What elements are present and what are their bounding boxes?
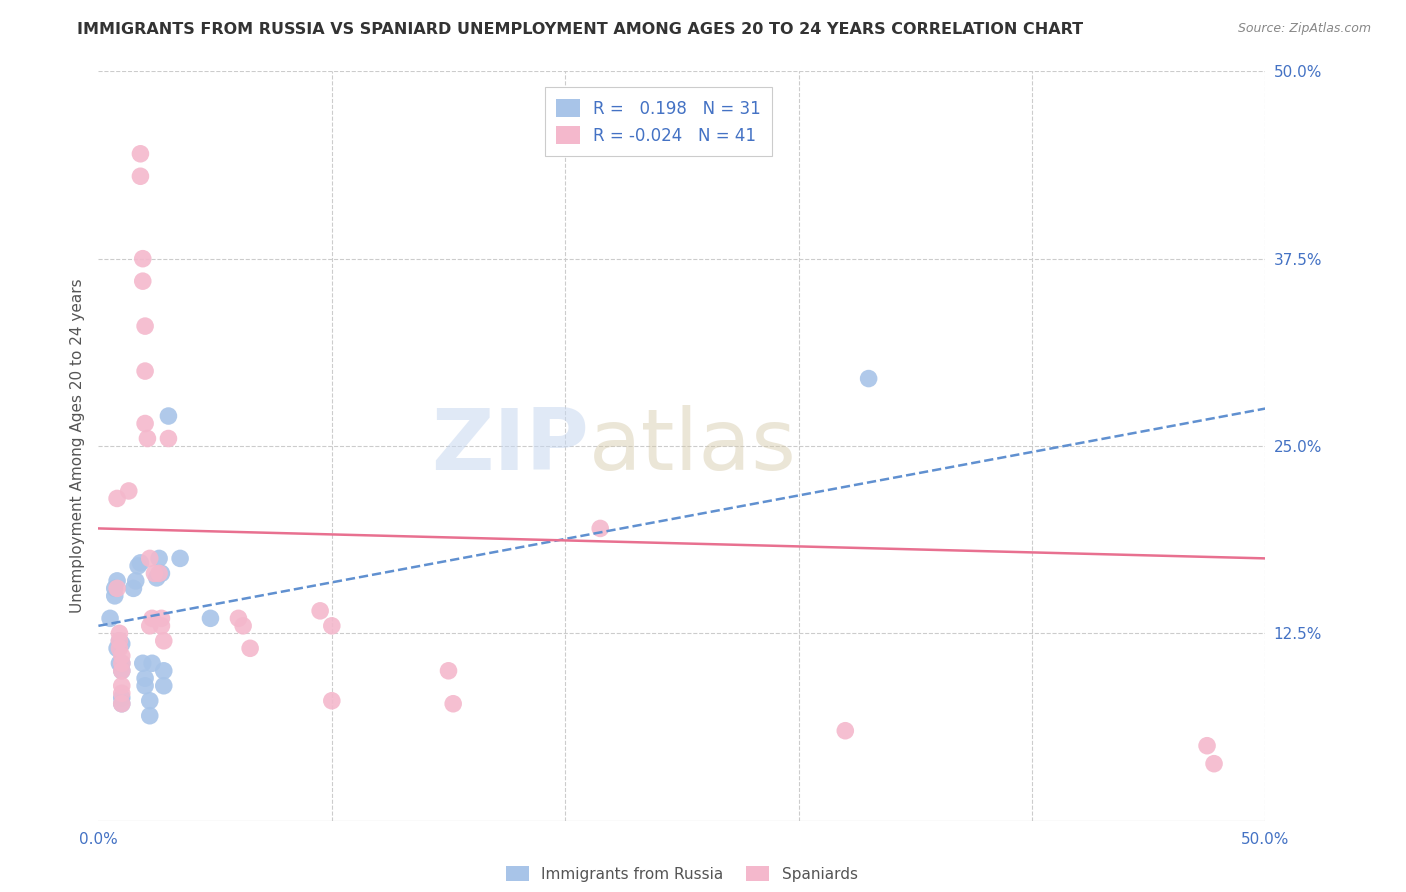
Point: [134, 319, 156, 334]
Point: [437, 664, 460, 678]
Point: [1195, 739, 1218, 753]
Y-axis label: Unemployment Among Ages 20 to 24 years: Unemployment Among Ages 20 to 24 years: [69, 278, 84, 614]
Point: [228, 611, 250, 625]
Point: [118, 483, 141, 498]
Point: [139, 708, 162, 723]
Point: [134, 671, 156, 685]
Point: [127, 558, 149, 573]
Point: [132, 657, 155, 671]
Point: [105, 574, 128, 588]
Point: [239, 641, 262, 656]
Point: [143, 566, 166, 581]
Point: [858, 371, 880, 385]
Point: [111, 657, 134, 671]
Text: atlas: atlas: [589, 404, 797, 488]
Point: [136, 432, 159, 446]
Point: [441, 697, 464, 711]
Point: [129, 556, 152, 570]
Point: [150, 619, 173, 633]
Point: [134, 417, 156, 431]
Point: [200, 611, 222, 625]
Point: [589, 521, 612, 535]
Point: [104, 582, 127, 596]
Point: [148, 566, 170, 581]
Point: [111, 664, 134, 678]
Point: [129, 169, 152, 184]
Point: [141, 611, 163, 625]
Point: [169, 551, 191, 566]
Point: [108, 633, 131, 648]
Point: [834, 723, 856, 738]
Point: [157, 409, 180, 423]
Legend: R =   0.198   N = 31, R = -0.024   N = 41: R = 0.198 N = 31, R = -0.024 N = 41: [544, 87, 772, 156]
Point: [134, 364, 156, 378]
Point: [150, 566, 173, 581]
Point: [132, 252, 155, 266]
Point: [139, 551, 162, 566]
Point: [111, 697, 134, 711]
Point: [108, 626, 131, 640]
Point: [129, 146, 152, 161]
Point: [111, 690, 134, 705]
Point: [1202, 756, 1225, 771]
Point: [105, 641, 128, 656]
Point: [111, 648, 134, 663]
Point: [157, 432, 180, 446]
Text: IMMIGRANTS FROM RUSSIA VS SPANIARD UNEMPLOYMENT AMONG AGES 20 TO 24 YEARS CORREL: IMMIGRANTS FROM RUSSIA VS SPANIARD UNEMP…: [77, 22, 1084, 37]
Point: [321, 694, 343, 708]
Point: [111, 697, 134, 711]
Point: [139, 694, 162, 708]
Point: [105, 582, 128, 596]
Point: [232, 619, 254, 633]
Point: [108, 657, 131, 671]
Point: [111, 679, 134, 693]
Point: [150, 611, 173, 625]
Text: ZIP: ZIP: [430, 404, 589, 488]
Text: Source: ZipAtlas.com: Source: ZipAtlas.com: [1237, 22, 1371, 36]
Point: [132, 274, 155, 288]
Point: [146, 571, 169, 585]
Point: [122, 582, 145, 596]
Point: [139, 619, 162, 633]
Point: [152, 633, 174, 648]
Point: [111, 686, 134, 700]
Point: [108, 641, 131, 656]
Point: [141, 657, 163, 671]
Point: [148, 551, 170, 566]
Point: [321, 619, 343, 633]
Point: [98, 611, 121, 625]
Point: [134, 679, 156, 693]
Point: [105, 491, 128, 506]
Point: [152, 664, 174, 678]
Point: [111, 657, 134, 671]
Point: [125, 574, 148, 588]
Point: [152, 679, 174, 693]
Point: [111, 637, 134, 651]
Point: [108, 633, 131, 648]
Point: [111, 664, 134, 678]
Point: [104, 589, 127, 603]
Point: [309, 604, 332, 618]
